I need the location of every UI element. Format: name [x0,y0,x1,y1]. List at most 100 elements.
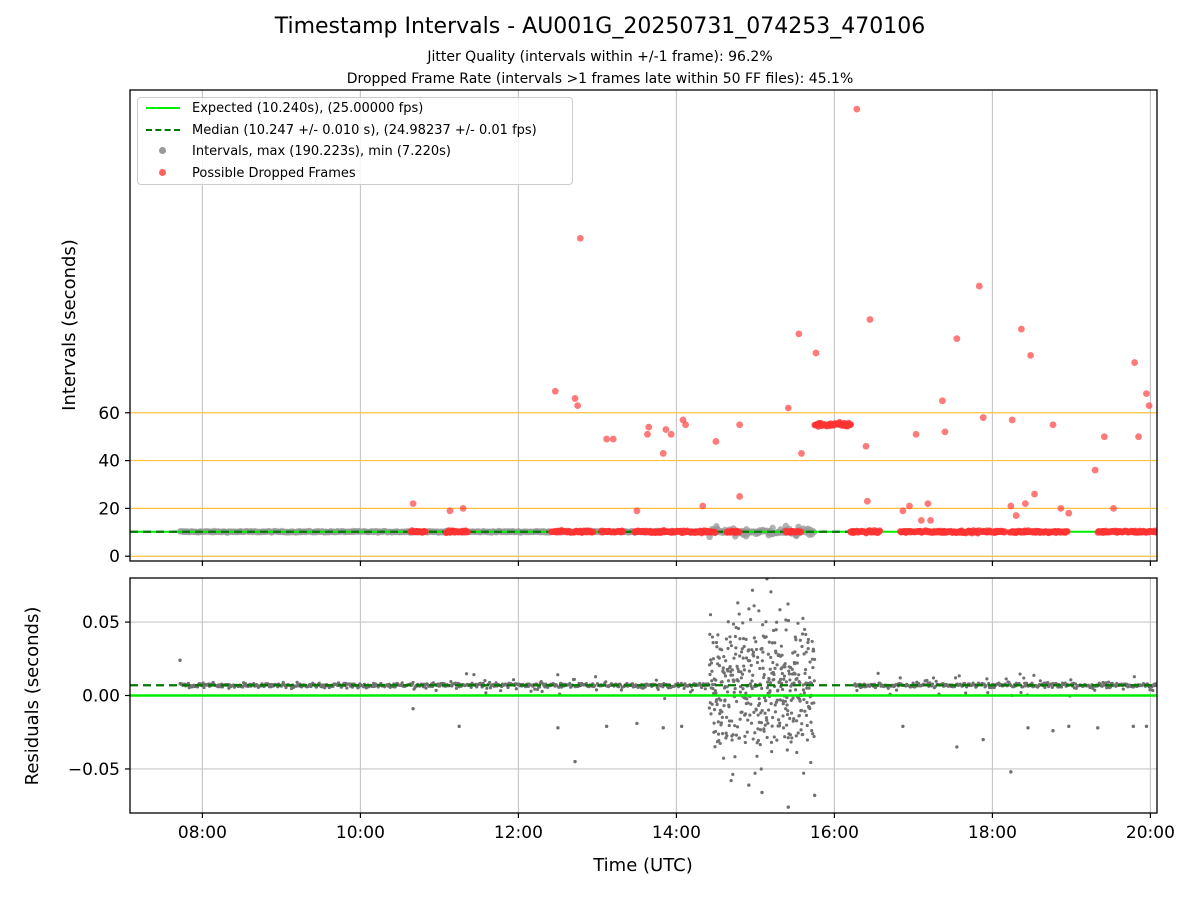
residual-point [773,641,777,645]
residual-point [804,650,808,654]
residual-point [930,682,935,686]
dropped-frame-point [795,330,803,338]
residual-point [743,712,748,716]
residual-point [747,669,751,673]
residual-point [911,681,915,685]
residuals-panel: −0.05 0.00 0.05 08:00 10:00 12:00 14:00 16:00 18… [68,577,1175,843]
dropped-frame-point [576,234,584,242]
residual-point [728,635,732,639]
chart-title: Timestamp Intervals - AU001G_20250731_07… [274,14,926,39]
residual-point [763,723,767,727]
residual-point [757,609,761,613]
residual-point [729,644,733,648]
residual-point [1148,688,1152,692]
residual-point [721,666,725,670]
residual-point [1121,687,1125,691]
legend-label-median: Median (10.247 +/- 0.010 s), (24.98237 +… [192,122,537,138]
residual-point [724,659,728,663]
residual-point [756,655,760,659]
residual-point [788,678,792,682]
dropped-frame-point [1110,505,1117,512]
residual-point [1131,724,1136,729]
residual-point [725,734,729,738]
residual-point [803,671,807,676]
residual-point [1009,770,1013,774]
residual-point [782,677,786,681]
residual-point [800,722,804,726]
residual-point [788,733,792,737]
residual-point [708,613,713,617]
residual-point [1051,729,1055,733]
residual-point [802,691,806,695]
residual-point [761,623,765,627]
residual-point [775,663,779,667]
residual-point [812,657,817,662]
residual-point [1132,675,1136,679]
residual-point [710,702,714,706]
x-tick-label: 08:00 [178,823,227,843]
residual-point [737,612,741,616]
dropped-frame-point [845,421,853,429]
residual-point [774,651,778,655]
residual-point [568,682,572,686]
residual-point [770,724,774,728]
residual-point [786,619,791,623]
residual-point [723,674,728,678]
dropped-frame-point [1100,433,1108,441]
residual-point [981,737,985,742]
legend-label-expected: Expected (10.240s), (25.00000 fps) [192,100,424,116]
residual-point [1104,681,1108,685]
residual-point [434,688,438,692]
residual-point [789,711,794,715]
residual-point [759,767,763,771]
x-tick-label: 16:00 [810,823,859,843]
residual-point [776,718,781,722]
residual-point [762,727,766,731]
residual-point [742,668,747,672]
residual-point [556,673,560,677]
residual-point [295,680,299,684]
residual-point [721,732,725,736]
residual-point [453,681,458,685]
dropped-frame-point [1008,416,1016,424]
residual-point [786,736,790,740]
residual-point [793,662,797,666]
residual-point [735,725,740,729]
residual-point [557,685,561,689]
residual-point [663,696,667,701]
residual-point [400,681,404,685]
interval-point [782,522,790,530]
residual-point [760,790,764,795]
residual-point [734,646,738,650]
interval-point [769,524,776,532]
residual-point [724,637,728,641]
dropped-frame-point [409,500,417,508]
residual-point [766,708,771,712]
dropped-frame-point [712,438,720,445]
dropped-frame-point [1145,402,1153,409]
residual-point [730,668,734,672]
residual-point [732,679,736,684]
residual-point [411,680,415,685]
residual-point [812,734,816,739]
dropped-frame-point [1065,509,1073,517]
residual-point [793,635,797,639]
residual-point [472,673,476,677]
residual-point [771,715,775,720]
residual-point [800,644,804,649]
residual-point [754,708,758,712]
residual-point [989,685,994,690]
intervals-y-tick-label: 60 [98,404,120,424]
residual-point [797,713,801,718]
residual-point [764,716,769,720]
residual-point [783,735,787,739]
residual-point [749,684,753,688]
residual-point [1067,724,1071,729]
residual-point [762,696,767,700]
residual-point [714,691,718,695]
residual-point [757,697,761,701]
residual-point [720,715,724,719]
dropped-frame-point [924,500,932,508]
residual-point [805,738,810,742]
residual-point [802,652,806,656]
